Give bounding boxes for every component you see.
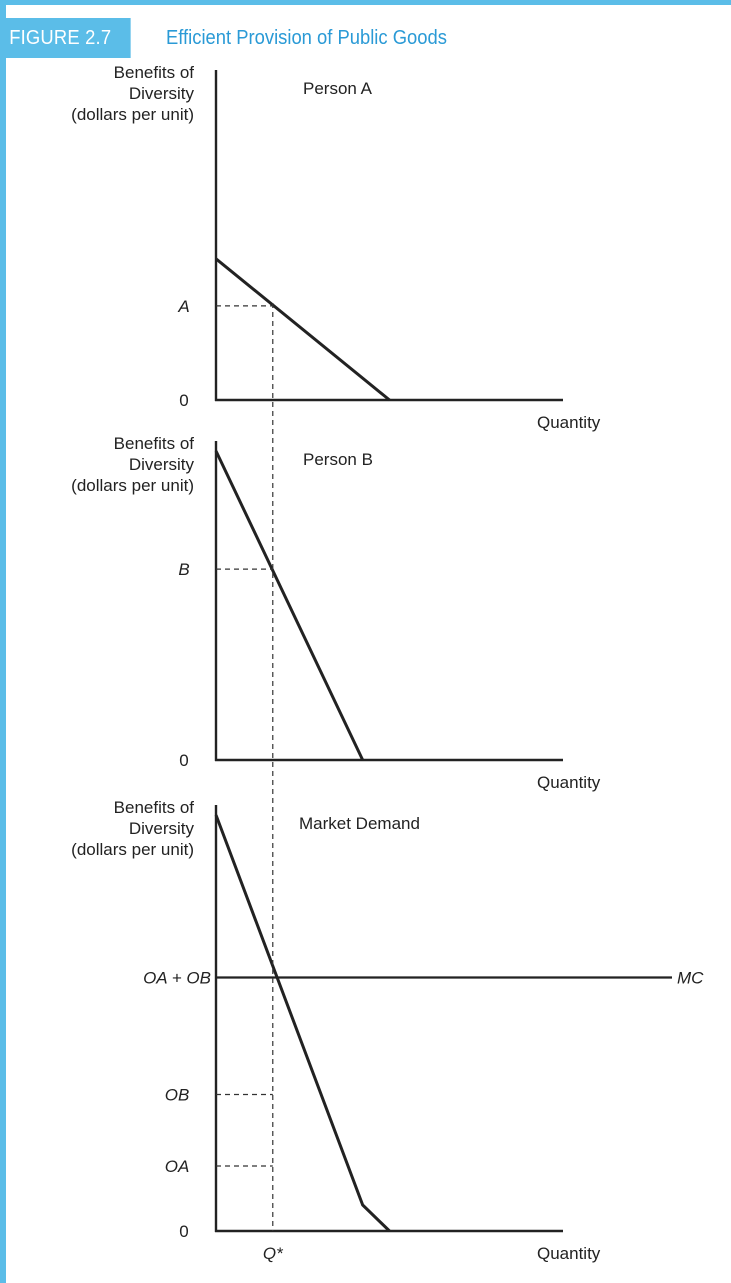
panel-1-origin-label: 0 <box>179 391 188 410</box>
panel-1-ylabel-line-3: (dollars per unit) <box>71 105 194 124</box>
panel-3-tick-label-1: OA + OB <box>143 969 211 988</box>
panel-3-ylabel-line-2: Diversity <box>129 819 195 838</box>
top-accent-rule <box>0 0 731 5</box>
panel-1-title: Person A <box>303 79 373 98</box>
panel-2-demand-curve <box>214 450 365 761</box>
panel-3-ylabel-line-3: (dollars per unit) <box>71 840 194 859</box>
panel-2-xlabel: Quantity <box>537 773 601 792</box>
panel-3-demand-curve <box>214 814 391 1233</box>
panel-1-ylabel-line-1: Benefits of <box>114 63 195 82</box>
panel-3-q-star-label: Q* <box>263 1244 284 1263</box>
panel-3-xlabel: Quantity <box>537 1244 601 1263</box>
figure-label: FIGURE 2.7 <box>0 18 131 58</box>
panel-2-title: Person B <box>303 450 373 469</box>
panel-3-origin-label: 0 <box>179 1222 188 1241</box>
panel-1-ylabel-line-2: Diversity <box>129 84 195 103</box>
panel-3-title: Market Demand <box>299 814 420 833</box>
panel-1-xlabel: Quantity <box>537 413 601 432</box>
panel-1-ylabel-A: A <box>177 297 189 316</box>
left-accent-rule <box>0 0 6 1283</box>
figure-title: Efficient Provision of Public Goods <box>166 27 447 49</box>
panel-2-ylabel-line-3: (dollars per unit) <box>71 476 194 495</box>
panel-2-origin-label: 0 <box>179 751 188 770</box>
panel-3-tick-label-3: OA <box>165 1157 190 1176</box>
panel-3-tick-label-2: OB <box>165 1086 190 1105</box>
panel-2-ylabel-B: B <box>178 560 189 579</box>
panel-3-ylabel-line-1: Benefits of <box>114 798 195 817</box>
panel-2-ylabel-line-1: Benefits of <box>114 434 195 453</box>
panel-2-ylabel-line-2: Diversity <box>129 455 195 474</box>
panel-3-mc-label: MC <box>677 969 704 988</box>
panel-1-demand-curve <box>215 257 391 402</box>
